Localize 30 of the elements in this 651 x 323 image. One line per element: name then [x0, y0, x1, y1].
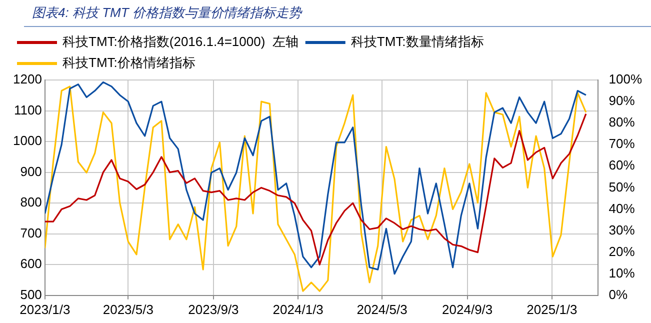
y-tick-label: 700: [20, 225, 42, 240]
x-tick-label: 2024/5/3: [356, 302, 408, 317]
x-tick-label: 2023/9/3: [188, 302, 239, 317]
y2-tick-label: 100%: [608, 72, 642, 87]
y-tick-label: 1200: [13, 72, 42, 87]
legend-label: 科技TMT:价格情绪指标: [62, 55, 196, 70]
x-tick-label: 2023/1/3: [20, 302, 70, 317]
y2-tick-label: 80%: [608, 114, 636, 130]
y2-tick-label: 60%: [608, 158, 636, 173]
y2-tick-label: 90%: [608, 93, 636, 108]
y-tick-label: 1000: [13, 133, 42, 148]
x-tick-label: 2024/1/3: [272, 302, 324, 317]
legend-label: 科技TMT:价格指数(2016.1.4=1000) 左轴: [62, 34, 298, 50]
x-tick-label: 2023/5/3: [102, 302, 154, 317]
y-tick-label: 1100: [14, 102, 42, 118]
y2-tick-label: 40%: [608, 200, 636, 216]
y2-tick-label: 30%: [608, 222, 636, 238]
legend-label: 科技TMT:数量情绪指标: [350, 34, 484, 50]
x-tick-label: 2025/1/3: [526, 302, 578, 317]
y-tick-label: 900: [20, 164, 42, 179]
y2-tick-label: 20%: [608, 244, 636, 259]
y-tick-label: 800: [20, 194, 42, 210]
y2-tick-label: 10%: [608, 265, 636, 280]
y-tick-label: 600: [20, 256, 42, 272]
x-tick-label: 2024/9/3: [442, 302, 493, 317]
y2-tick-label: 0%: [608, 286, 628, 302]
chart-title: 图表4: 科技 TMT 价格指数与量价情绪指标走势: [32, 4, 302, 22]
y-tick-label: 500: [20, 286, 42, 302]
y2-tick-label: 50%: [608, 179, 636, 194]
y2-tick-label: 70%: [608, 136, 636, 152]
